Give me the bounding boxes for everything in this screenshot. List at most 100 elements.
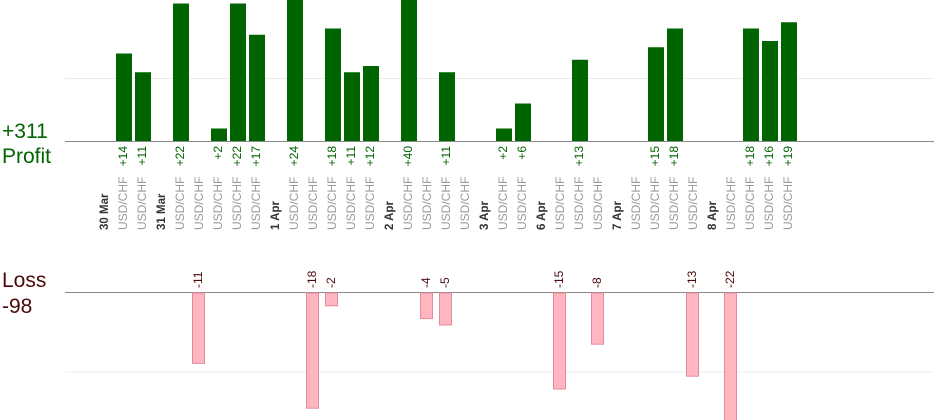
profit-total: +311 (2, 120, 48, 143)
loss-bar (192, 292, 205, 364)
loss-total: -98 (2, 295, 33, 318)
loss-bar (686, 292, 699, 377)
tick-label-date: 6 Apr (536, 201, 548, 230)
tick-label-date: 1 Apr (270, 201, 282, 230)
profit-data-label: +12 (363, 146, 377, 167)
profit-bar (781, 22, 797, 141)
profit-data-label: +2 (496, 146, 510, 160)
profit-data-label: +18 (667, 146, 681, 167)
profit-data-label: +2 (211, 146, 225, 160)
profit-bar (667, 28, 683, 141)
tick-label-pair: USD/CHF (743, 177, 757, 230)
loss-data-label: -2 (324, 277, 338, 288)
tick-label-pair: USD/CHF (781, 177, 795, 230)
profit-bar (135, 72, 151, 141)
tick-label-pair: USD/CHF (116, 177, 130, 230)
profit-data-label: +40 (401, 146, 415, 167)
loss-data-label: -8 (590, 277, 604, 288)
loss-label: Loss (2, 269, 47, 292)
tick-label-pair: USD/CHF (173, 177, 187, 230)
profit-label: Profit (2, 145, 52, 168)
profit-data-label: +17 (249, 146, 263, 167)
tick-label-date: 8 Apr (707, 201, 719, 230)
profit-bar (648, 47, 664, 141)
profit-bar (515, 103, 531, 141)
loss-bar (439, 292, 452, 326)
profit-bar (325, 28, 341, 141)
profit-bar (287, 0, 303, 141)
profit-data-label: +14 (116, 146, 130, 167)
profit-data-label: +22 (173, 146, 187, 167)
tick-label-date: 30 Mar (99, 193, 111, 230)
tick-label-pair: USD/CHF (591, 177, 605, 230)
tick-label-pair: USD/CHF (553, 177, 567, 230)
profit-bar (743, 28, 759, 141)
tick-label-date: 3 Apr (479, 201, 491, 230)
profit-data-label: +6 (515, 146, 529, 160)
profit-bar (363, 66, 379, 141)
profit-data-label: +18 (743, 146, 757, 167)
profit-bar (439, 72, 455, 141)
tick-label-pair: USD/CHF (667, 177, 681, 230)
loss-bar (325, 292, 338, 307)
profit-data-label: +22 (230, 146, 244, 167)
loss-data-label: -4 (419, 277, 433, 288)
tick-label-pair: USD/CHF (249, 177, 263, 230)
profit-data-label: +24 (287, 146, 301, 167)
loss-data-label: -13 (685, 270, 699, 288)
profit-data-label: +16 (762, 146, 776, 167)
tick-label-pair: USD/CHF (287, 177, 301, 230)
tick-label-pair: USD/CHF (762, 177, 776, 230)
loss-bar (420, 292, 433, 320)
profit-bar (116, 53, 132, 141)
tick-label-pair: USD/CHF (192, 177, 206, 230)
loss-data-label: -22 (723, 270, 737, 288)
profit-bar (572, 59, 588, 141)
tick-label-pair: USD/CHF (344, 177, 358, 230)
tick-label-pair: USD/CHF (420, 177, 434, 230)
tick-label-pair: USD/CHF (401, 177, 415, 230)
loss-bar (724, 292, 737, 420)
profit-bar (211, 128, 227, 141)
tick-label-pair: USD/CHF (515, 177, 529, 230)
tick-label-pair: USD/CHF (325, 177, 339, 230)
profit-data-label: +11 (439, 146, 453, 166)
tick-label-pair: USD/CHF (724, 177, 738, 230)
loss-bar (591, 292, 604, 345)
profit-data-label: +13 (572, 146, 586, 167)
tick-label-pair: USD/CHF (230, 177, 244, 230)
profit-bar (230, 3, 246, 141)
loss-data-label: -15 (552, 270, 566, 288)
profit-data-label: +11 (135, 146, 149, 166)
profit-bar (344, 72, 360, 141)
profit-data-label: +19 (781, 146, 795, 167)
loss-bar (306, 292, 319, 409)
tick-label-pair: USD/CHF (648, 177, 662, 230)
profit-bar (249, 34, 265, 141)
tick-label-pair: USD/CHF (629, 177, 643, 230)
tick-label-pair: USD/CHF (496, 177, 510, 230)
loss-bar (553, 292, 566, 390)
profit-bar (173, 3, 189, 141)
tick-label-pair: USD/CHF (686, 177, 700, 230)
tick-label-pair: USD/CHF (135, 177, 149, 230)
profit-data-label: +11 (344, 146, 358, 166)
loss-data-label: -5 (438, 277, 452, 288)
profit-data-label: +15 (648, 146, 662, 167)
profit-bar (762, 41, 778, 141)
tick-label-pair: USD/CHF (211, 177, 225, 230)
tick-label-date: 31 Mar (156, 193, 168, 230)
profit-data-label: +18 (325, 146, 339, 167)
tick-label-pair: USD/CHF (363, 177, 377, 230)
tick-label-pair: USD/CHF (458, 177, 472, 230)
profit-bar (401, 0, 417, 141)
tick-label-date: 7 Apr (612, 201, 624, 230)
tick-label-pair: USD/CHF (572, 177, 586, 230)
profit-bar (496, 128, 512, 141)
tick-label-pair: USD/CHF (306, 177, 320, 230)
loss-data-label: -18 (305, 270, 319, 288)
loss-data-label: -11 (191, 271, 205, 288)
tick-label-date: 2 Apr (384, 201, 396, 230)
